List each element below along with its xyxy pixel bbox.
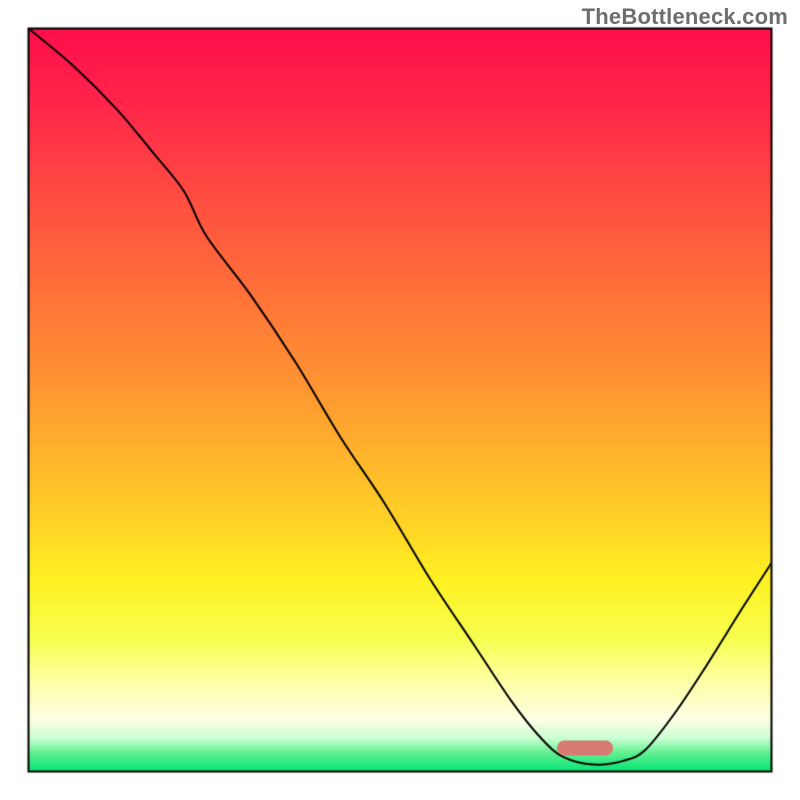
- watermark-text: TheBottleneck.com: [582, 4, 788, 30]
- bottleneck-curve: [0, 0, 800, 800]
- chart-root: TheBottleneck.com: [0, 0, 800, 800]
- optimal-marker: [557, 741, 613, 756]
